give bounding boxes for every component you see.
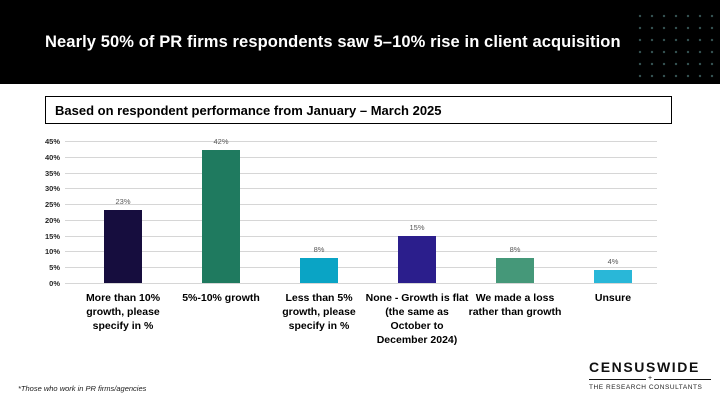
logo-divider-line-right: [654, 378, 711, 380]
y-axis-tick-label: 15%: [44, 231, 60, 241]
y-axis-tick-label: 0%: [49, 279, 60, 288]
logo-name: CENSUSWIDE: [589, 359, 700, 375]
bar: [300, 257, 338, 283]
gridline: [65, 267, 657, 269]
bar-value-label: 4%: [607, 257, 619, 267]
bar-value-label: 42%: [213, 137, 229, 147]
gridline: [65, 156, 657, 158]
censuswide-logo: CENSUSWIDE + THE RESEARCH CONSULTANTS: [589, 359, 711, 391]
gridline: [65, 141, 657, 142]
y-axis-tick-label: 35%: [44, 168, 60, 178]
bar-value-label: 8%: [509, 244, 521, 254]
gridline: [65, 204, 657, 206]
plus-icon: +: [647, 375, 653, 382]
bar: [594, 270, 632, 283]
chart-plot: 23% 42% 8% 15% 8% 4%: [65, 137, 657, 284]
category-label: None - Growth is flat (the same as Octob…: [365, 292, 469, 346]
bar-value-label: 15%: [409, 222, 425, 232]
y-axis-tick-label: 40%: [44, 152, 60, 162]
footnote: *Those who work in PR firms/agencies: [18, 384, 147, 393]
logo-tagline: THE RESEARCH CONSULTANTS: [589, 384, 703, 391]
chart-subtitle: Based on respondent performance from Jan…: [55, 102, 442, 118]
category-label: 5%-10% growth: [182, 292, 260, 304]
category-label: More than 10% growth, please specify in …: [85, 292, 161, 332]
y-axis-tick-label: 45%: [44, 137, 60, 146]
category-label: Less than 5% growth, please specify in %: [282, 292, 356, 332]
y-axis-tick-label: 5%: [49, 263, 60, 273]
y-axis-tick-label: 25%: [44, 200, 60, 210]
logo-divider-line-left: [589, 378, 646, 380]
subtitle-box: Based on respondent performance from Jan…: [45, 96, 672, 124]
x-axis-labels: More than 10% growth, please specify in …: [65, 291, 657, 361]
logo-divider: +: [589, 375, 711, 382]
bar: [496, 257, 534, 283]
bar: [202, 150, 240, 283]
gridline: [65, 219, 657, 221]
gridline: [65, 251, 657, 253]
y-axis-tick-label: 30%: [44, 184, 60, 194]
gridline: [65, 283, 657, 284]
bar-value-label: 23%: [115, 197, 131, 207]
gridline: [65, 188, 657, 190]
bar-value-label: 8%: [313, 244, 325, 254]
bar: [104, 210, 142, 283]
bar-chart: 23% 42% 8% 15% 8% 4% 0% 5% 10% 15% 20% 25% 30% 35% 40…: [0, 137, 720, 288]
gridline: [65, 235, 657, 237]
y-axis-tick-label: 20%: [44, 215, 60, 225]
category-label: We made a loss rather than growth: [468, 292, 562, 318]
header-bar: Nearly 50% of PR firms respondents saw 5…: [0, 0, 720, 84]
y-axis-tick-label: 10%: [44, 247, 60, 257]
gridline: [65, 172, 657, 174]
dot-pattern-decoration: [630, 6, 720, 80]
bar: [398, 235, 436, 283]
category-label: Unsure: [594, 292, 632, 304]
slide-title: Nearly 50% of PR firms respondents saw 5…: [45, 32, 621, 51]
